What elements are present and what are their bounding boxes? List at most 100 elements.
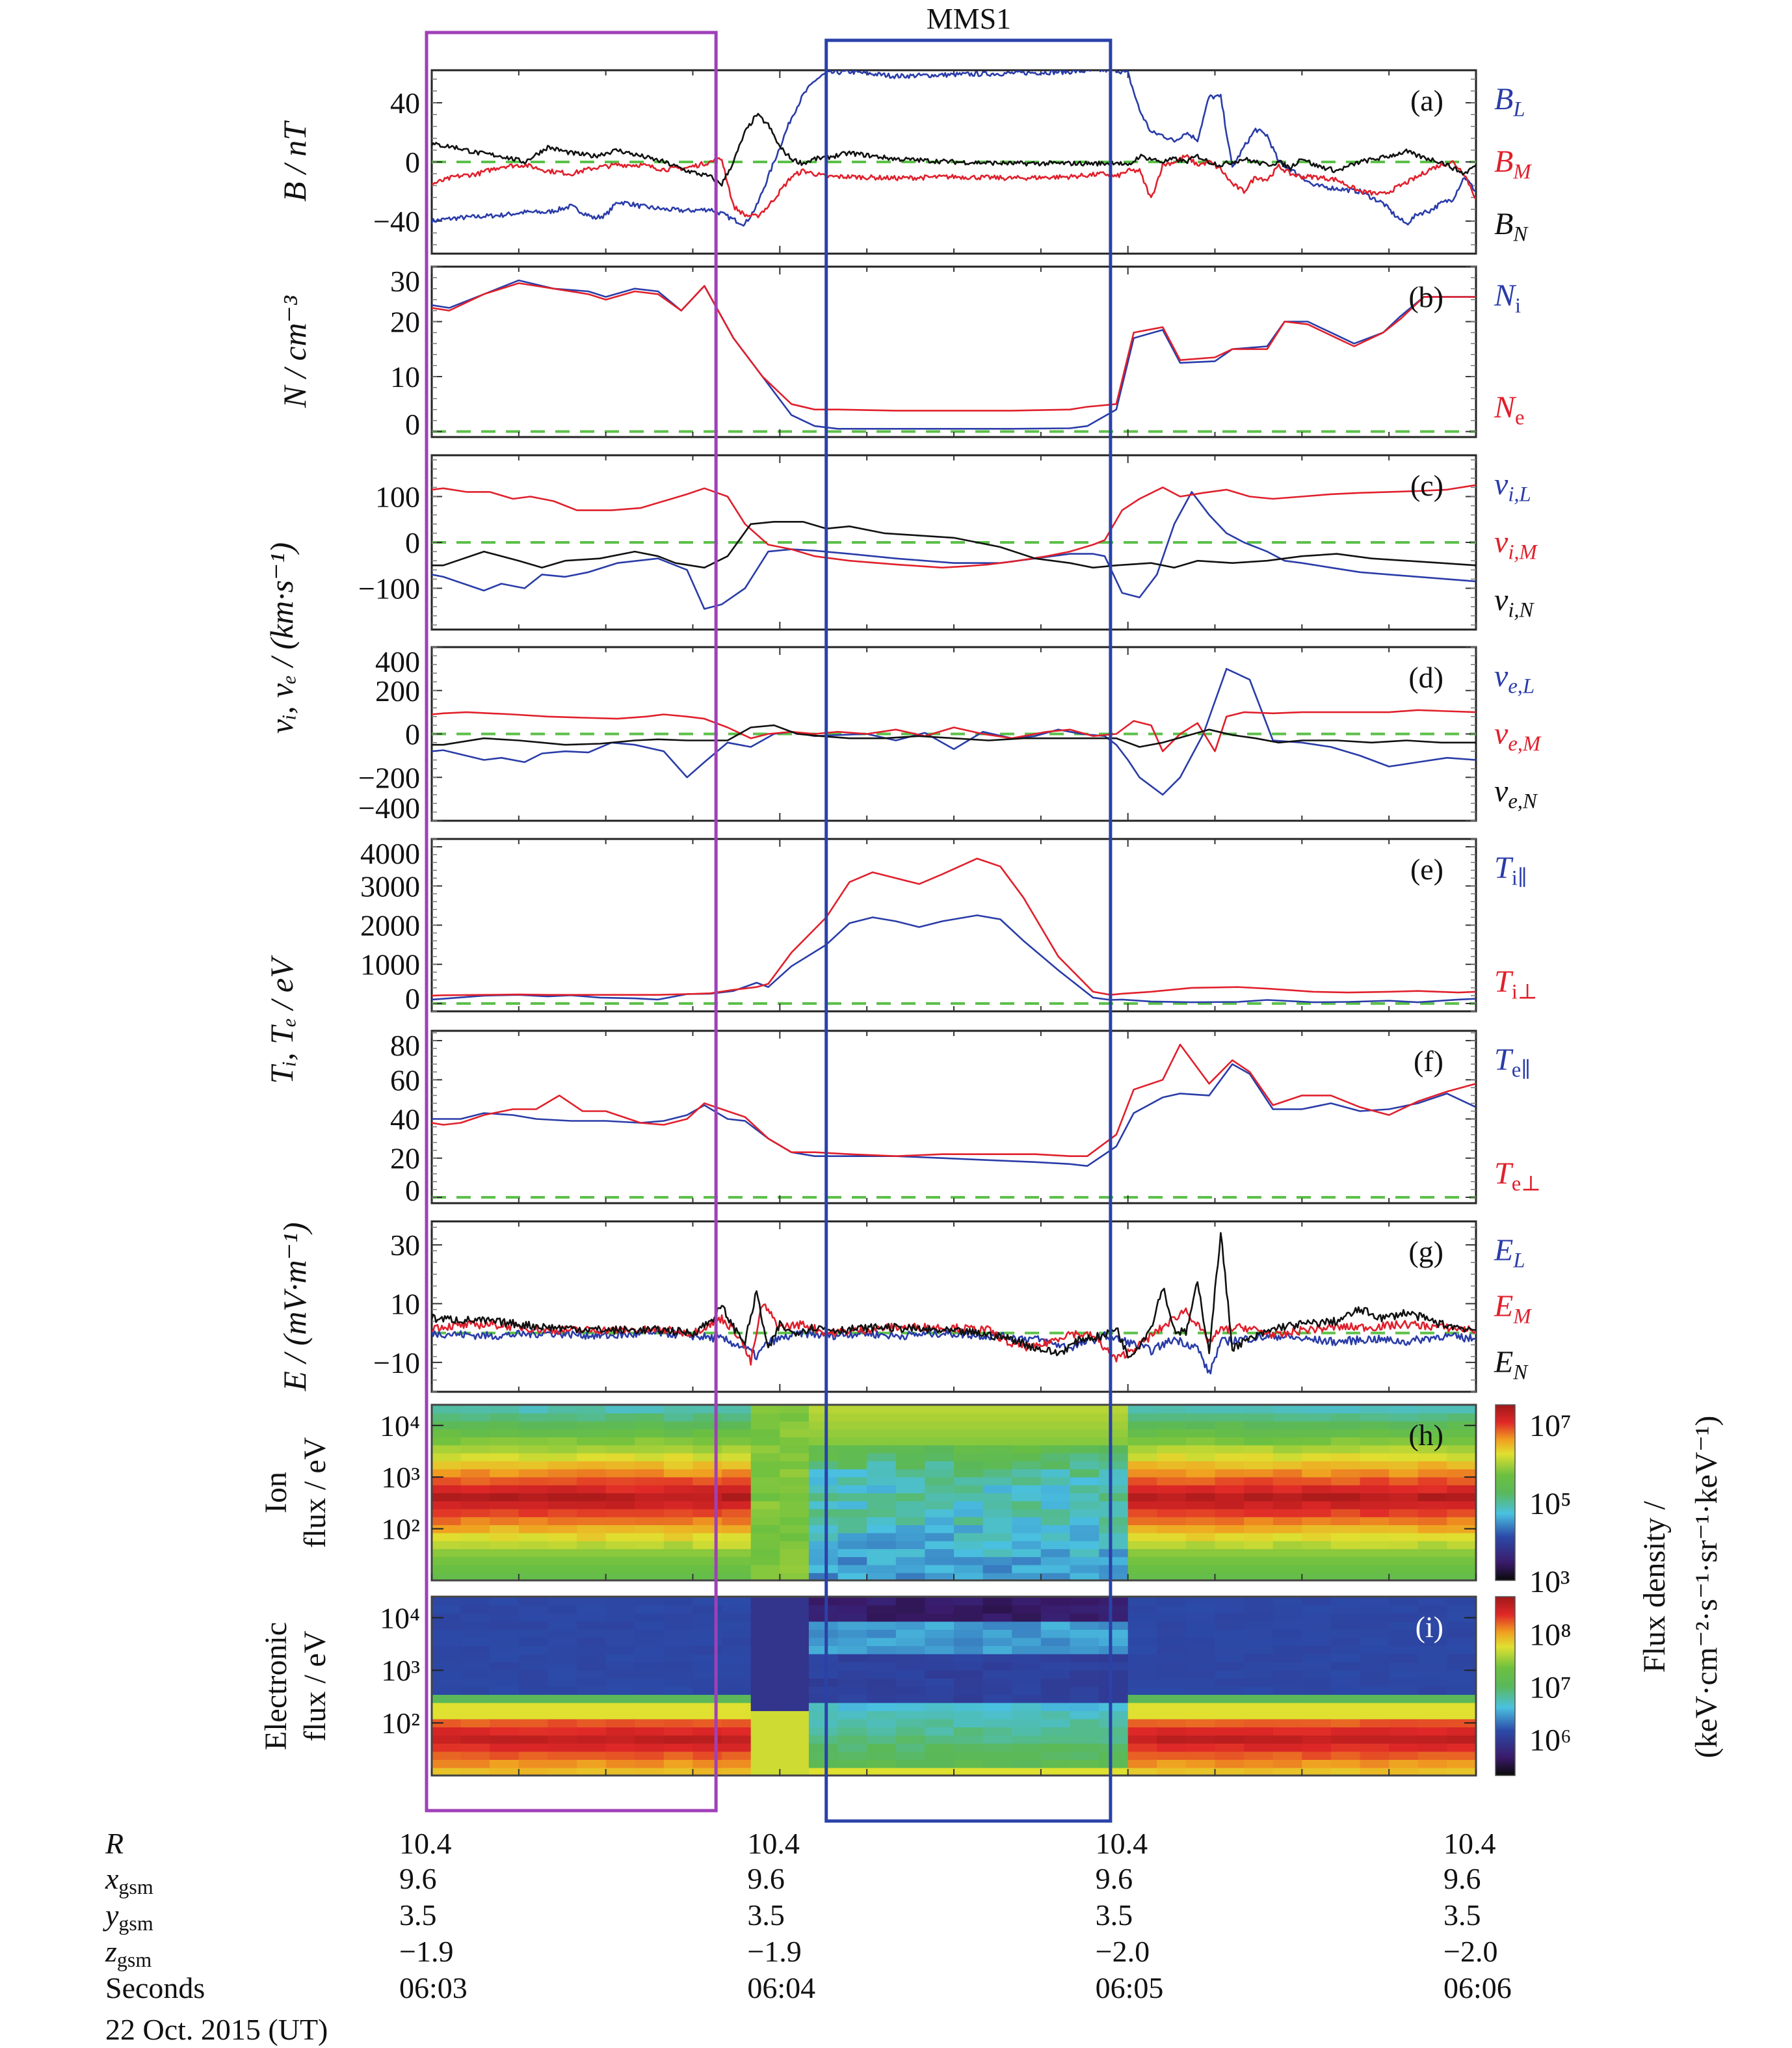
spectrogram-cell bbox=[1185, 1476, 1216, 1485]
spectrogram-cell bbox=[1157, 1508, 1187, 1517]
spectrogram-cell bbox=[1127, 1702, 1158, 1711]
spectrogram-cell bbox=[1157, 1702, 1187, 1711]
spectrogram-cell bbox=[663, 1743, 694, 1752]
spectrogram-cell bbox=[432, 1476, 462, 1485]
spectrogram-cell bbox=[954, 1572, 984, 1580]
spectrogram-cell bbox=[1244, 1484, 1274, 1493]
spectrogram-cell bbox=[1157, 1604, 1187, 1614]
spectrogram-cell bbox=[692, 1653, 723, 1662]
spectrogram-cell bbox=[1215, 1548, 1245, 1558]
spectrogram-cell bbox=[1244, 1759, 1274, 1768]
spectrogram-cell bbox=[460, 1493, 491, 1502]
legend-N_i-main: N bbox=[1494, 278, 1517, 313]
spectrogram-cell bbox=[1417, 1556, 1448, 1565]
spectrogram-cell bbox=[1157, 1437, 1187, 1446]
spectrogram-cell bbox=[750, 1597, 781, 1606]
spectrogram-cell bbox=[1099, 1428, 1129, 1438]
ephemeris-value: 3.5 bbox=[747, 1898, 785, 1932]
spectrogram-cell bbox=[808, 1629, 839, 1638]
spectrogram-cell bbox=[460, 1613, 491, 1622]
spectrogram-cell bbox=[1157, 1484, 1187, 1493]
legend-v_iM-sub: i,M bbox=[1508, 541, 1538, 565]
spectrogram-cell bbox=[1389, 1743, 1419, 1752]
spectrogram-cell bbox=[867, 1702, 897, 1711]
spectrogram-cell bbox=[577, 1759, 607, 1768]
spectrogram-cell bbox=[750, 1556, 781, 1565]
spectrogram-cell bbox=[692, 1678, 723, 1687]
legend-B_L-main: B bbox=[1494, 82, 1513, 116]
spectrogram-cell bbox=[635, 1540, 665, 1549]
spectrogram-cell bbox=[432, 1524, 462, 1534]
spectrogram-cell bbox=[837, 1469, 868, 1478]
spectrogram-cell bbox=[1330, 1686, 1361, 1695]
ephemeris-label: ygsm bbox=[105, 1900, 153, 1934]
spectrogram-cell bbox=[1447, 1686, 1476, 1695]
spectrogram-cell bbox=[547, 1629, 577, 1638]
spectrogram-cell bbox=[1099, 1767, 1129, 1775]
spectrogram-cell bbox=[895, 1727, 926, 1736]
spectrogram-cell bbox=[1360, 1694, 1390, 1703]
spectrogram-cell bbox=[1070, 1702, 1100, 1711]
spectrogram-cell bbox=[1215, 1637, 1245, 1646]
spectrogram-cell bbox=[837, 1718, 868, 1727]
spectrogram-cell bbox=[1040, 1532, 1071, 1541]
spectrogram-cell bbox=[895, 1735, 926, 1744]
ephemeris-value: −1.9 bbox=[747, 1935, 802, 1968]
colorbar-tick-label: 10⁷ bbox=[1529, 1409, 1572, 1443]
spectrogram-cell bbox=[663, 1524, 694, 1534]
spectrogram-cell bbox=[1447, 1572, 1476, 1580]
spectrogram-cell bbox=[1012, 1484, 1042, 1493]
spectrogram-cell bbox=[837, 1759, 868, 1768]
spectrogram-cell bbox=[460, 1604, 491, 1614]
spectrogram-cell bbox=[1070, 1629, 1100, 1638]
spectrogram-cell bbox=[837, 1428, 868, 1438]
spectrogram-cell bbox=[1389, 1662, 1419, 1671]
y-tick-label: 100 bbox=[375, 480, 420, 513]
spectrogram-cell bbox=[1099, 1469, 1129, 1478]
spectrogram-cell bbox=[460, 1460, 491, 1470]
spectrogram-cell bbox=[432, 1759, 462, 1768]
spectrogram-cell bbox=[1185, 1743, 1216, 1752]
spectrogram-cell bbox=[867, 1437, 897, 1446]
spectrogram-cell bbox=[1185, 1694, 1216, 1703]
spectrogram-cell bbox=[432, 1604, 462, 1614]
spectrogram-cell bbox=[692, 1452, 723, 1461]
spectrogram-cell bbox=[925, 1540, 955, 1549]
spectrogram-cell bbox=[577, 1493, 607, 1502]
spectrogram-cell bbox=[547, 1718, 577, 1727]
spectrogram-cell bbox=[1040, 1686, 1071, 1695]
spectrogram-cell bbox=[808, 1428, 839, 1438]
ephemeris-label: zgsm bbox=[105, 1937, 152, 1971]
spectrogram-cell bbox=[1012, 1743, 1042, 1752]
spectrogram-cell bbox=[1360, 1548, 1390, 1558]
legend-v_iL-sub: i,L bbox=[1508, 483, 1531, 507]
y-tick-label: 3000 bbox=[360, 870, 420, 903]
spectrogram-cell bbox=[547, 1678, 577, 1687]
spectrogram-cell bbox=[1012, 1444, 1042, 1454]
panel-label: (f) bbox=[1414, 1044, 1443, 1078]
spectrogram-cell bbox=[605, 1452, 636, 1461]
spectrogram-cell bbox=[1244, 1548, 1274, 1558]
spectrogram-cell bbox=[605, 1437, 636, 1446]
spectrogram-cell bbox=[780, 1653, 810, 1662]
spectrogram-cell bbox=[518, 1548, 549, 1558]
spectrogram-cell bbox=[722, 1532, 752, 1541]
spectrogram-cell bbox=[750, 1500, 781, 1509]
spectrogram-cell bbox=[1417, 1524, 1448, 1534]
spectrogram-cell bbox=[490, 1516, 520, 1526]
legend-v_iN-sub: i,N bbox=[1508, 599, 1535, 622]
spectrogram-cell bbox=[1272, 1669, 1303, 1679]
spectrogram-cell bbox=[1360, 1759, 1390, 1768]
spectrogram-cell bbox=[605, 1444, 636, 1454]
spectrogram-cell bbox=[1127, 1540, 1158, 1549]
spectrogram-cell bbox=[1185, 1645, 1216, 1655]
spectrogram-cell bbox=[518, 1710, 549, 1720]
spectrogram-cell bbox=[780, 1662, 810, 1671]
spectrogram-cell bbox=[837, 1564, 868, 1573]
legend-E_M: EM bbox=[1494, 1289, 1532, 1329]
spectrogram-cell bbox=[577, 1678, 607, 1687]
spectrogram-cell bbox=[1012, 1516, 1042, 1526]
spectrogram-cell bbox=[925, 1621, 955, 1630]
spectrogram-cell bbox=[1157, 1413, 1187, 1422]
